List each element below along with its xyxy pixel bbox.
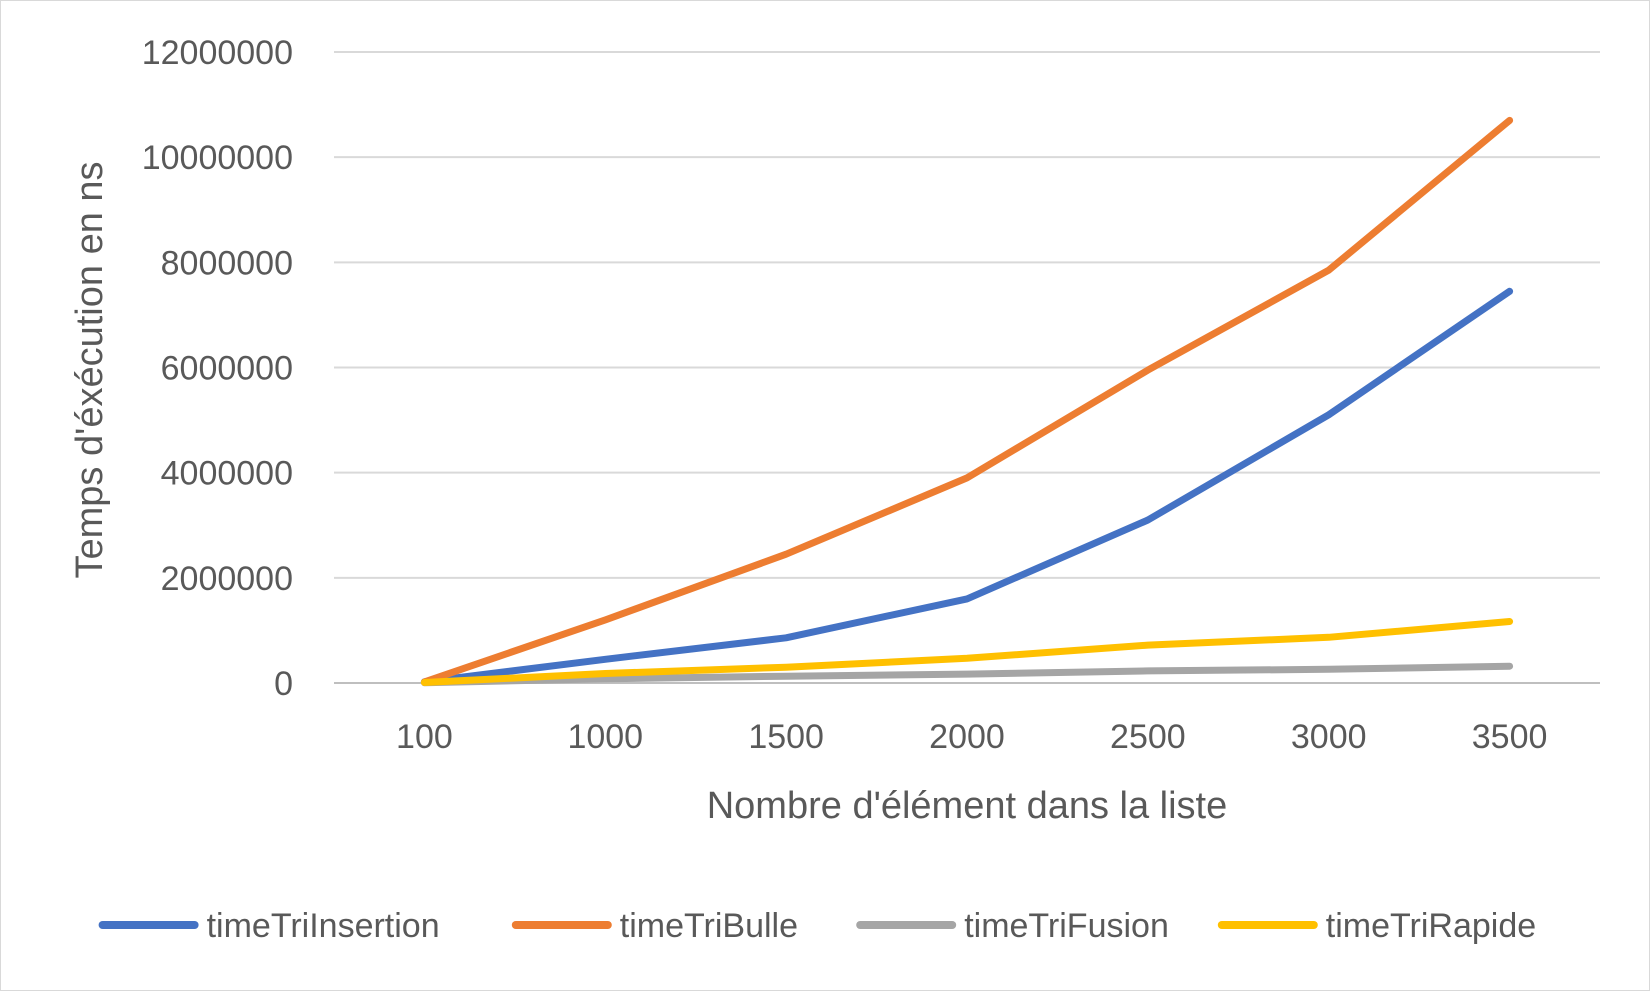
y-tick-label: 2000000 — [161, 560, 293, 598]
legend-item-timeTriBulle: timeTriBulle — [511, 907, 798, 945]
x-tick-label: 1500 — [748, 718, 824, 756]
x-tick-label: 2000 — [929, 718, 1005, 756]
y-tick-label: 4000000 — [161, 455, 293, 493]
x-tick-label: 3000 — [1291, 718, 1367, 756]
x-axis-title: Nombre d'élément dans la liste — [707, 785, 1228, 827]
x-tick-label: 100 — [396, 718, 453, 756]
x-tick-label: 2500 — [1110, 718, 1186, 756]
legend-item-timeTriInsertion: timeTriInsertion — [98, 907, 440, 945]
y-tick-label: 10000000 — [142, 139, 293, 177]
y-tick-label: 6000000 — [161, 350, 293, 388]
legend-item-timeTriFusion: timeTriFusion — [856, 907, 1169, 945]
legend-label: timeTriInsertion — [207, 907, 440, 945]
y-tick-label: 12000000 — [142, 34, 293, 72]
series-lines — [420, 116, 1514, 687]
series-line-timeTriFusion — [420, 662, 1514, 687]
x-tick-label: 1000 — [567, 718, 643, 756]
legend: timeTriInsertion timeTriBulle timeTriFusio… — [98, 907, 1536, 945]
series-line-timeTriBulle — [420, 116, 1514, 686]
series-line-timeTriRapide — [420, 618, 1514, 686]
y-tick-label: 0 — [274, 665, 293, 703]
legend-label: timeTriRapide — [1326, 907, 1536, 945]
y-tick-label: 8000000 — [161, 244, 293, 282]
x-axis-ticks: 100 1000 1500 2000 2500 3000 3500 — [396, 718, 1547, 756]
series-line-timeTriInsertion — [420, 287, 1514, 686]
legend-label: timeTriBulle — [620, 907, 798, 945]
y-axis-ticks: 0 2000000 4000000 6000000 8000000 10000000 120… — [142, 34, 293, 703]
legend-item-timeTriRapide: timeTriRapide — [1217, 907, 1536, 945]
legend-label: timeTriFusion — [964, 907, 1169, 945]
gridlines — [334, 51, 1600, 684]
y-axis-title: Temps d'éxécution en ns — [69, 161, 111, 578]
x-tick-label: 3500 — [1472, 718, 1548, 756]
